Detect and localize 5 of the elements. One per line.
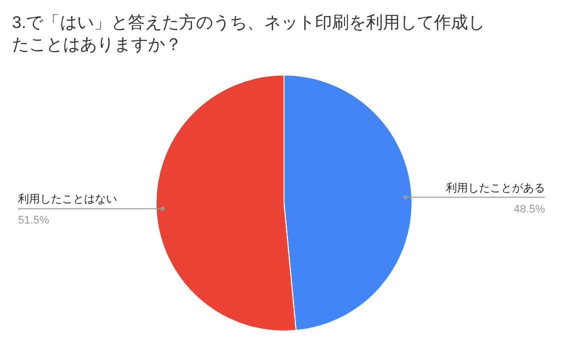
chart-title: 3.で「はい」と答えた方のうち、ネット印刷を利用して作成したことはありますか？: [12, 12, 486, 56]
data-label: 51.5%: [18, 214, 50, 227]
slice-label: 利用したことはない: [18, 192, 117, 206]
slice-label: 利用したことがある: [446, 181, 545, 194]
data-label: 48.5%: [514, 203, 546, 216]
